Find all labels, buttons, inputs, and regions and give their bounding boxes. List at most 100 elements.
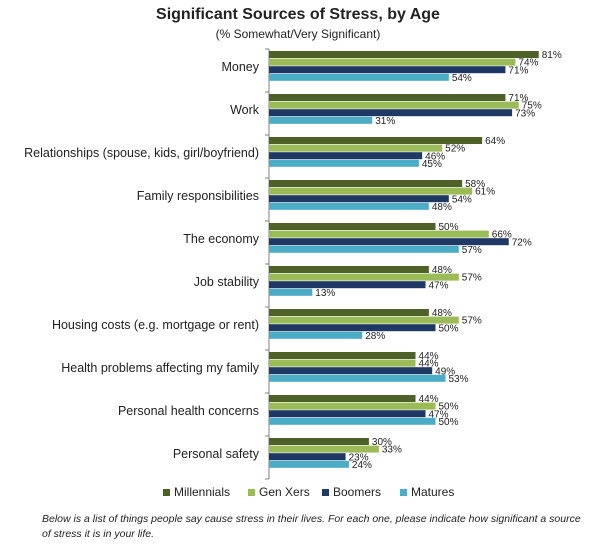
- category-label: Housing costs (e.g. mortgage or rent): [52, 318, 259, 332]
- bar-gen-xers: [269, 58, 516, 66]
- bar-gen-xers: [269, 101, 519, 109]
- legend-label: Boomers: [333, 485, 381, 499]
- category-label: Health problems affecting my family: [61, 361, 260, 375]
- data-label: 13%: [315, 288, 335, 299]
- data-label: 52%: [445, 144, 465, 155]
- data-label: 74%: [518, 58, 538, 69]
- bar-boomers: [269, 66, 506, 74]
- bar-matures: [269, 202, 429, 210]
- data-label: 54%: [452, 73, 472, 84]
- data-label: 28%: [365, 331, 385, 342]
- bar-gen-xers: [269, 230, 489, 238]
- bar-matures: [269, 374, 446, 382]
- data-label: 24%: [352, 460, 372, 471]
- bar-gen-xers: [269, 445, 379, 453]
- chart-footnote: Below is a list of things people say cau…: [42, 513, 581, 540]
- data-label: 71%: [508, 93, 528, 104]
- category-label: Money: [221, 60, 259, 74]
- data-label: 45%: [422, 159, 442, 170]
- data-label: 44%: [419, 359, 439, 370]
- legend-label: Gen Xers: [259, 485, 310, 499]
- bar-boomers: [269, 281, 426, 289]
- data-label: 81%: [542, 50, 562, 61]
- bar-boomers: [269, 238, 509, 246]
- data-label: 50%: [439, 417, 459, 428]
- bar-millennials: [269, 438, 369, 445]
- data-label: 49%: [435, 366, 455, 377]
- bar-boomers: [269, 152, 423, 160]
- bar-boomers: [269, 410, 426, 418]
- chart-subtitle: (% Somewhat/Very Significant): [215, 27, 381, 41]
- bar-millennials: [269, 395, 416, 402]
- legend-swatch-matures: [400, 489, 407, 496]
- bar-matures: [269, 73, 449, 81]
- bar-matures: [269, 417, 436, 425]
- data-label: 75%: [522, 101, 542, 112]
- bar-gen-xers: [269, 187, 473, 195]
- legend-swatch-boomers: [322, 489, 329, 496]
- bar-gen-xers: [269, 359, 416, 367]
- category-label: Personal safety: [173, 447, 260, 461]
- bar-matures: [269, 245, 459, 253]
- data-label: 57%: [462, 245, 482, 256]
- legend-swatch-gen-xers: [248, 489, 255, 496]
- bar-boomers: [269, 195, 449, 203]
- data-label: 50%: [439, 402, 459, 413]
- data-label: 48%: [432, 308, 452, 319]
- data-label: 53%: [448, 374, 468, 385]
- data-label: 31%: [375, 116, 395, 127]
- bar-millennials: [269, 223, 436, 230]
- bar-millennials: [269, 94, 506, 101]
- bar-millennials: [269, 309, 429, 316]
- bar-matures: [269, 116, 373, 124]
- category-label: Job stability: [194, 275, 260, 289]
- bar-boomers: [269, 453, 346, 461]
- data-label: 64%: [485, 136, 505, 147]
- bar-gen-xers: [269, 273, 459, 281]
- data-label: 72%: [512, 237, 532, 248]
- bar-boomers: [269, 367, 433, 375]
- bar-matures: [269, 331, 363, 339]
- bar-millennials: [269, 352, 416, 359]
- data-label: 66%: [492, 230, 512, 241]
- bar-gen-xers: [269, 316, 459, 324]
- bar-matures: [269, 159, 419, 167]
- category-label: Personal health concerns: [118, 404, 259, 418]
- bar-matures: [269, 460, 349, 468]
- data-label: 73%: [515, 108, 535, 119]
- data-label: 54%: [452, 194, 472, 205]
- bar-gen-xers: [269, 144, 443, 152]
- legend-label: Matures: [411, 485, 454, 499]
- category-label: Relationships (spouse, kids, girl/boyfri…: [24, 146, 259, 160]
- category-label: Family responsibilities: [137, 189, 259, 203]
- data-label: 61%: [475, 187, 495, 198]
- bar-gen-xers: [269, 402, 436, 410]
- bar-millennials: [269, 180, 463, 187]
- data-label: 50%: [439, 323, 459, 334]
- bar-millennials: [269, 51, 539, 58]
- bar-boomers: [269, 324, 436, 332]
- data-label: 50%: [439, 222, 459, 233]
- legend-label: Millennials: [174, 485, 230, 499]
- data-label: 47%: [429, 409, 449, 420]
- category-label: The economy: [183, 232, 259, 246]
- data-label: 30%: [372, 437, 392, 448]
- bar-matures: [269, 288, 313, 296]
- data-label: 33%: [382, 445, 402, 456]
- bar-millennials: [269, 137, 483, 144]
- data-label: 71%: [508, 65, 528, 76]
- data-label: 58%: [465, 179, 485, 190]
- data-label: 57%: [462, 316, 482, 327]
- data-label: 46%: [425, 151, 445, 162]
- data-label: 44%: [419, 394, 439, 405]
- data-label: 48%: [432, 265, 452, 276]
- category-label: Work: [230, 103, 260, 117]
- data-label: 44%: [419, 351, 439, 362]
- data-label: 48%: [432, 202, 452, 213]
- bar-millennials: [269, 266, 429, 273]
- data-label: 47%: [429, 280, 449, 291]
- legend-swatch-millennials: [163, 489, 170, 496]
- chart-title: Significant Sources of Stress, by Age: [156, 6, 440, 23]
- data-label: 57%: [462, 273, 482, 284]
